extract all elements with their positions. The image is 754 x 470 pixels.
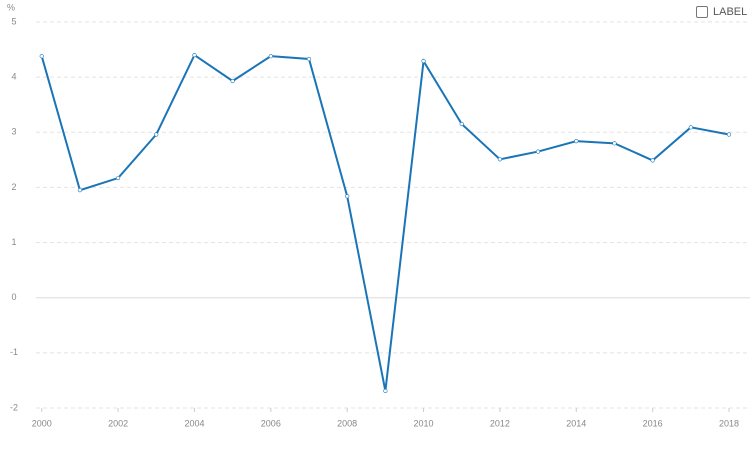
point: [726, 132, 732, 137]
y-unit: %: [7, 2, 15, 12]
point: [459, 121, 464, 127]
point: [650, 158, 655, 163]
x-tick-label: 2016: [643, 418, 663, 428]
point: [77, 188, 83, 193]
y-tick-label: 5: [11, 16, 16, 26]
point: [230, 78, 235, 84]
x-tick-label: 2008: [337, 418, 357, 428]
y-tick-label: 1: [11, 237, 16, 247]
point: [39, 54, 44, 59]
point: [306, 56, 312, 62]
x-tick-label: 2004: [184, 418, 204, 428]
x-tick-label: 2002: [108, 418, 128, 428]
x-tick-label: 2006: [261, 418, 281, 428]
x-tick-label: 2014: [566, 418, 586, 428]
y-tick-label: -1: [10, 347, 18, 357]
y-tick-label: 2: [11, 182, 16, 192]
point: [268, 54, 273, 59]
point: [115, 175, 121, 181]
point: [345, 194, 350, 199]
x-tick-label: 2010: [414, 418, 434, 428]
x-tick-label: 2018: [719, 418, 739, 428]
point: [154, 132, 159, 137]
point: [383, 388, 388, 394]
point: [535, 149, 541, 154]
point: [574, 139, 579, 144]
label-toggle[interactable]: LABEL: [696, 6, 747, 18]
y-tick-label: 3: [11, 127, 16, 137]
x-tick-label: 2012: [490, 418, 510, 428]
toggle-label[interactable]: LABEL: [713, 6, 748, 18]
y-tick-label: 4: [11, 72, 16, 82]
checkbox[interactable]: [696, 6, 708, 18]
point: [192, 52, 197, 58]
point: [688, 125, 693, 130]
line: [40, 53, 730, 392]
point: [497, 157, 503, 162]
point: [612, 141, 617, 146]
y-tick-label: 0: [11, 292, 16, 302]
point: [421, 59, 426, 64]
x-tick-label: 2000: [32, 418, 52, 428]
y-tick-label: -2: [10, 402, 18, 412]
